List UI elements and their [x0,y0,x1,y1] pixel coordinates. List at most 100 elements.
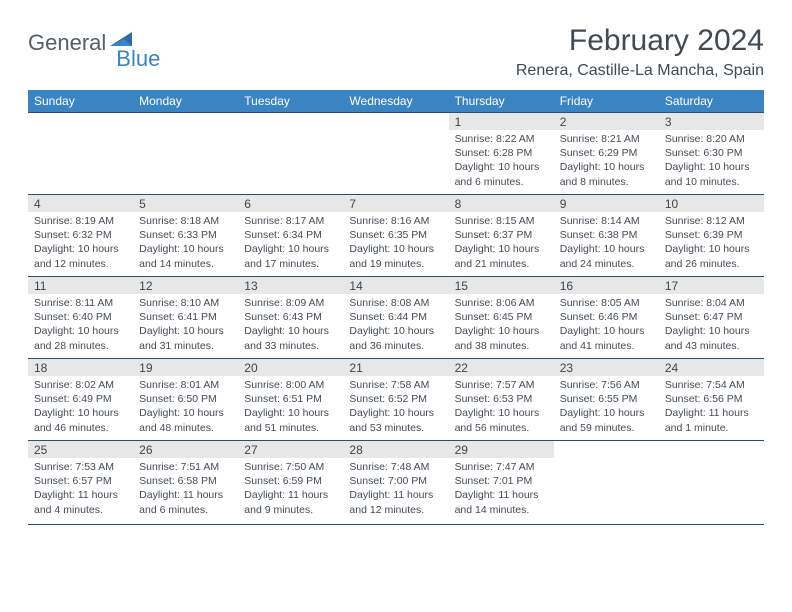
day-number [659,440,764,458]
day-number: 1 [449,112,554,130]
day-number [28,112,133,130]
day-number: 27 [238,440,343,458]
calendar-week-row: 25Sunrise: 7:53 AMSunset: 6:57 PMDayligh… [28,440,764,524]
weekday-header: Wednesday [343,90,448,112]
calendar-day-cell: 20Sunrise: 8:00 AMSunset: 6:51 PMDayligh… [238,358,343,440]
day-details: Sunrise: 8:20 AMSunset: 6:30 PMDaylight:… [659,130,764,193]
day-details: Sunrise: 7:57 AMSunset: 6:53 PMDaylight:… [449,376,554,439]
page-title: February 2024 [516,24,764,58]
calendar-day-cell: 9Sunrise: 8:14 AMSunset: 6:38 PMDaylight… [554,194,659,276]
logo-text-general: General [28,30,106,56]
calendar-day-cell: 28Sunrise: 7:48 AMSunset: 7:00 PMDayligh… [343,440,448,524]
calendar-empty-cell [343,112,448,194]
weekday-header-row: SundayMondayTuesdayWednesdayThursdayFrid… [28,90,764,112]
weekday-header: Monday [133,90,238,112]
day-details: Sunrise: 7:47 AMSunset: 7:01 PMDaylight:… [449,458,554,521]
calendar-day-cell: 17Sunrise: 8:04 AMSunset: 6:47 PMDayligh… [659,276,764,358]
calendar-day-cell: 7Sunrise: 8:16 AMSunset: 6:35 PMDaylight… [343,194,448,276]
day-number: 29 [449,440,554,458]
calendar-empty-cell [133,112,238,194]
calendar-day-cell: 8Sunrise: 8:15 AMSunset: 6:37 PMDaylight… [449,194,554,276]
weekday-header: Saturday [659,90,764,112]
calendar-day-cell: 21Sunrise: 7:58 AMSunset: 6:52 PMDayligh… [343,358,448,440]
calendar-day-cell: 16Sunrise: 8:05 AMSunset: 6:46 PMDayligh… [554,276,659,358]
day-number: 19 [133,358,238,376]
day-details: Sunrise: 8:06 AMSunset: 6:45 PMDaylight:… [449,294,554,357]
day-number: 12 [133,276,238,294]
day-number: 23 [554,358,659,376]
day-details: Sunrise: 8:14 AMSunset: 6:38 PMDaylight:… [554,212,659,275]
day-number: 3 [659,112,764,130]
day-number: 18 [28,358,133,376]
calendar-day-cell: 13Sunrise: 8:09 AMSunset: 6:43 PMDayligh… [238,276,343,358]
calendar-day-cell: 14Sunrise: 8:08 AMSunset: 6:44 PMDayligh… [343,276,448,358]
calendar-week-row: 4Sunrise: 8:19 AMSunset: 6:32 PMDaylight… [28,194,764,276]
day-details: Sunrise: 8:16 AMSunset: 6:35 PMDaylight:… [343,212,448,275]
calendar-week-row: 18Sunrise: 8:02 AMSunset: 6:49 PMDayligh… [28,358,764,440]
day-number: 9 [554,194,659,212]
day-details: Sunrise: 7:53 AMSunset: 6:57 PMDaylight:… [28,458,133,521]
logo-text-blue: Blue [116,46,160,72]
day-number: 17 [659,276,764,294]
day-details: Sunrise: 8:21 AMSunset: 6:29 PMDaylight:… [554,130,659,193]
calendar-table: SundayMondayTuesdayWednesdayThursdayFrid… [28,90,764,525]
day-details: Sunrise: 8:01 AMSunset: 6:50 PMDaylight:… [133,376,238,439]
day-details: Sunrise: 8:17 AMSunset: 6:34 PMDaylight:… [238,212,343,275]
calendar-empty-cell [28,112,133,194]
day-number: 21 [343,358,448,376]
day-number [133,112,238,130]
day-number: 22 [449,358,554,376]
calendar-day-cell: 11Sunrise: 8:11 AMSunset: 6:40 PMDayligh… [28,276,133,358]
calendar-day-cell: 1Sunrise: 8:22 AMSunset: 6:28 PMDaylight… [449,112,554,194]
calendar-day-cell: 29Sunrise: 7:47 AMSunset: 7:01 PMDayligh… [449,440,554,524]
calendar-day-cell: 22Sunrise: 7:57 AMSunset: 6:53 PMDayligh… [449,358,554,440]
day-number [343,112,448,130]
day-details: Sunrise: 8:08 AMSunset: 6:44 PMDaylight:… [343,294,448,357]
day-number: 7 [343,194,448,212]
day-number: 16 [554,276,659,294]
calendar-day-cell: 2Sunrise: 8:21 AMSunset: 6:29 PMDaylight… [554,112,659,194]
day-number: 20 [238,358,343,376]
calendar-day-cell: 15Sunrise: 8:06 AMSunset: 6:45 PMDayligh… [449,276,554,358]
calendar-day-cell: 19Sunrise: 8:01 AMSunset: 6:50 PMDayligh… [133,358,238,440]
day-details: Sunrise: 8:22 AMSunset: 6:28 PMDaylight:… [449,130,554,193]
day-number: 28 [343,440,448,458]
calendar-day-cell: 12Sunrise: 8:10 AMSunset: 6:41 PMDayligh… [133,276,238,358]
day-number: 14 [343,276,448,294]
day-details: Sunrise: 7:54 AMSunset: 6:56 PMDaylight:… [659,376,764,439]
day-number: 24 [659,358,764,376]
calendar-day-cell: 27Sunrise: 7:50 AMSunset: 6:59 PMDayligh… [238,440,343,524]
calendar-day-cell: 4Sunrise: 8:19 AMSunset: 6:32 PMDaylight… [28,194,133,276]
calendar-week-row: 11Sunrise: 8:11 AMSunset: 6:40 PMDayligh… [28,276,764,358]
day-number: 13 [238,276,343,294]
day-number: 6 [238,194,343,212]
calendar-day-cell: 3Sunrise: 8:20 AMSunset: 6:30 PMDaylight… [659,112,764,194]
day-number: 4 [28,194,133,212]
calendar-day-cell: 25Sunrise: 7:53 AMSunset: 6:57 PMDayligh… [28,440,133,524]
day-number: 8 [449,194,554,212]
day-details: Sunrise: 8:18 AMSunset: 6:33 PMDaylight:… [133,212,238,275]
calendar-day-cell: 24Sunrise: 7:54 AMSunset: 6:56 PMDayligh… [659,358,764,440]
weekday-header: Tuesday [238,90,343,112]
calendar-day-cell: 26Sunrise: 7:51 AMSunset: 6:58 PMDayligh… [133,440,238,524]
day-details: Sunrise: 7:50 AMSunset: 6:59 PMDaylight:… [238,458,343,521]
location-subtitle: Renera, Castille-La Mancha, Spain [516,62,764,80]
day-number: 2 [554,112,659,130]
day-number: 26 [133,440,238,458]
weekday-header: Friday [554,90,659,112]
calendar-empty-cell [238,112,343,194]
day-details: Sunrise: 8:19 AMSunset: 6:32 PMDaylight:… [28,212,133,275]
day-details: Sunrise: 7:56 AMSunset: 6:55 PMDaylight:… [554,376,659,439]
day-details: Sunrise: 8:05 AMSunset: 6:46 PMDaylight:… [554,294,659,357]
calendar-day-cell: 5Sunrise: 8:18 AMSunset: 6:33 PMDaylight… [133,194,238,276]
calendar-day-cell: 23Sunrise: 7:56 AMSunset: 6:55 PMDayligh… [554,358,659,440]
day-details: Sunrise: 8:09 AMSunset: 6:43 PMDaylight:… [238,294,343,357]
day-details: Sunrise: 7:48 AMSunset: 7:00 PMDaylight:… [343,458,448,521]
calendar-day-cell: 18Sunrise: 8:02 AMSunset: 6:49 PMDayligh… [28,358,133,440]
day-number: 25 [28,440,133,458]
day-number: 11 [28,276,133,294]
day-number [238,112,343,130]
day-number [554,440,659,458]
day-details: Sunrise: 8:02 AMSunset: 6:49 PMDaylight:… [28,376,133,439]
calendar-day-cell: 6Sunrise: 8:17 AMSunset: 6:34 PMDaylight… [238,194,343,276]
